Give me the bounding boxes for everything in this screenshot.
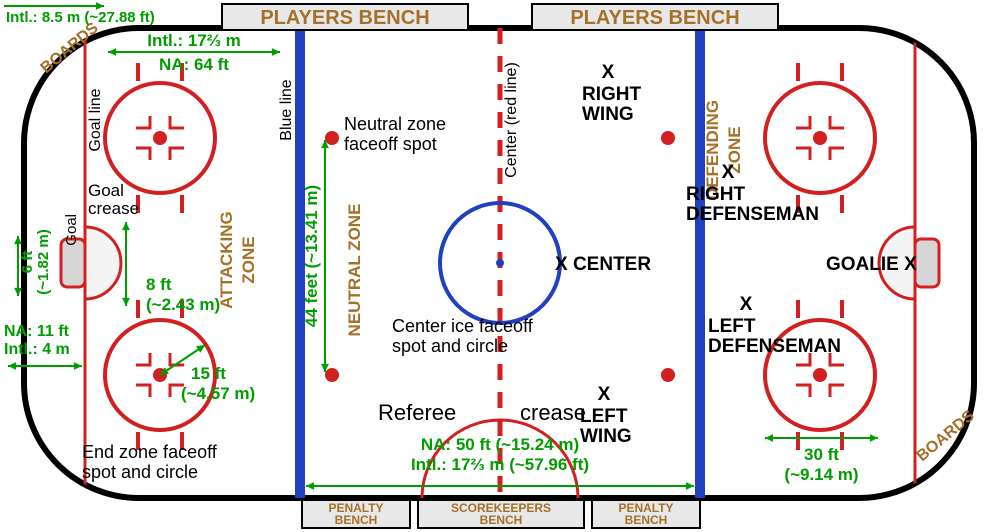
dim-8-2: (~2.43 m) [146,295,220,314]
dim-30-2: (~9.14 m) [784,465,858,484]
dim-15-1: 15 ft [191,364,226,383]
zone-neutral: NEUTRAL ZONE [345,204,364,337]
players-bench-left-label: PLAYERS BENCH [260,7,429,29]
player-left-wing-1: LEFT [580,406,628,427]
dim-top: Intl.: 8.5 m (~27.88 ft) [6,9,155,26]
player-right-wing-1: RIGHT [582,84,642,105]
player-left-defenseman-1: LEFT [708,316,756,337]
player-left-defenseman-2: DEFENSEMAN [708,336,841,357]
dim-50-2: Intl.: 17⅔ m (~57.96 ft) [411,455,589,474]
blue-line-label: Blue line [278,79,295,140]
neutral-faceoff-dot [661,368,675,382]
player-right-wing-x: X [602,62,615,83]
callout-crease-2: crease [88,199,139,218]
callout-center-2: spot and circle [392,336,508,356]
goal-line-label: Goal line [87,88,104,151]
dim-15-2: (~4.57 m) [181,384,255,403]
player-right-defenseman-x: X [722,162,735,183]
neutral-faceoff-dot [661,131,675,145]
player-center: X CENTER [555,254,651,275]
callout-ref-1: Referee [378,400,456,425]
callout-crease-1: Goal [88,181,124,200]
goal-net [915,239,939,287]
callout-neutral-2: faceoff spot [344,134,437,154]
dim-50-1: NA: 50 ft (~15.24 m) [421,435,579,454]
dim-na11-1: NA: 11 ft [4,323,70,340]
dim-8-1: 8 ft [146,275,172,294]
callout-end-2: spot and circle [82,462,198,482]
endzone-faceoff-dot [153,131,167,145]
center-line-label: Center (red line) [503,62,520,178]
neutral-faceoff-dot [325,368,339,382]
player-left-wing-2: WING [580,426,632,447]
callout-ref-2: crease [520,400,586,425]
dim-30-1: 30 ft [804,445,839,464]
endzone-faceoff-dot [813,368,827,382]
dim-6-2: (~1.82 m) [35,229,52,294]
player-left-defenseman-x: X [740,294,753,315]
zone-attacking-2: ZONE [239,236,258,283]
dim-intl64-2: NA: 64 ft [159,55,229,74]
endzone-faceoff-dot [813,131,827,145]
scorekeepers-bench-label-2: BENCH [480,513,523,527]
penalty-bench-right-label-2: BENCH [625,513,668,527]
dim-6-1: 6 ft [19,251,36,274]
callout-end-1: End zone faceoff [82,442,218,462]
player-left-wing-x: X [598,384,611,405]
callout-neutral-1: Neutral zone [344,114,446,134]
player-right-wing-2: WING [582,104,634,125]
dim-na11-2: Intl.: 4 m [4,341,70,358]
callout-center-1: Center ice faceoff [392,316,534,336]
goal-label: Goal [63,214,80,246]
player-goalie: GOALIE X [826,254,917,275]
center-dot [496,259,504,267]
penalty-bench-left-label-2: BENCH [335,513,378,527]
player-right-defenseman-1: RIGHT [686,184,746,205]
rink-diagram: PLAYERS BENCHPLAYERS BENCHPENALTYBENCHSC… [0,0,1001,532]
dim-44: 44 feet (~13.41 m) [302,185,321,327]
neutral-faceoff-dot [325,131,339,145]
dim-intl64-1: Intl.: 17⅔ m [147,31,241,50]
players-bench-right-label: PLAYERS BENCH [570,7,739,29]
player-right-defenseman-2: DEFENSEMAN [686,204,819,225]
